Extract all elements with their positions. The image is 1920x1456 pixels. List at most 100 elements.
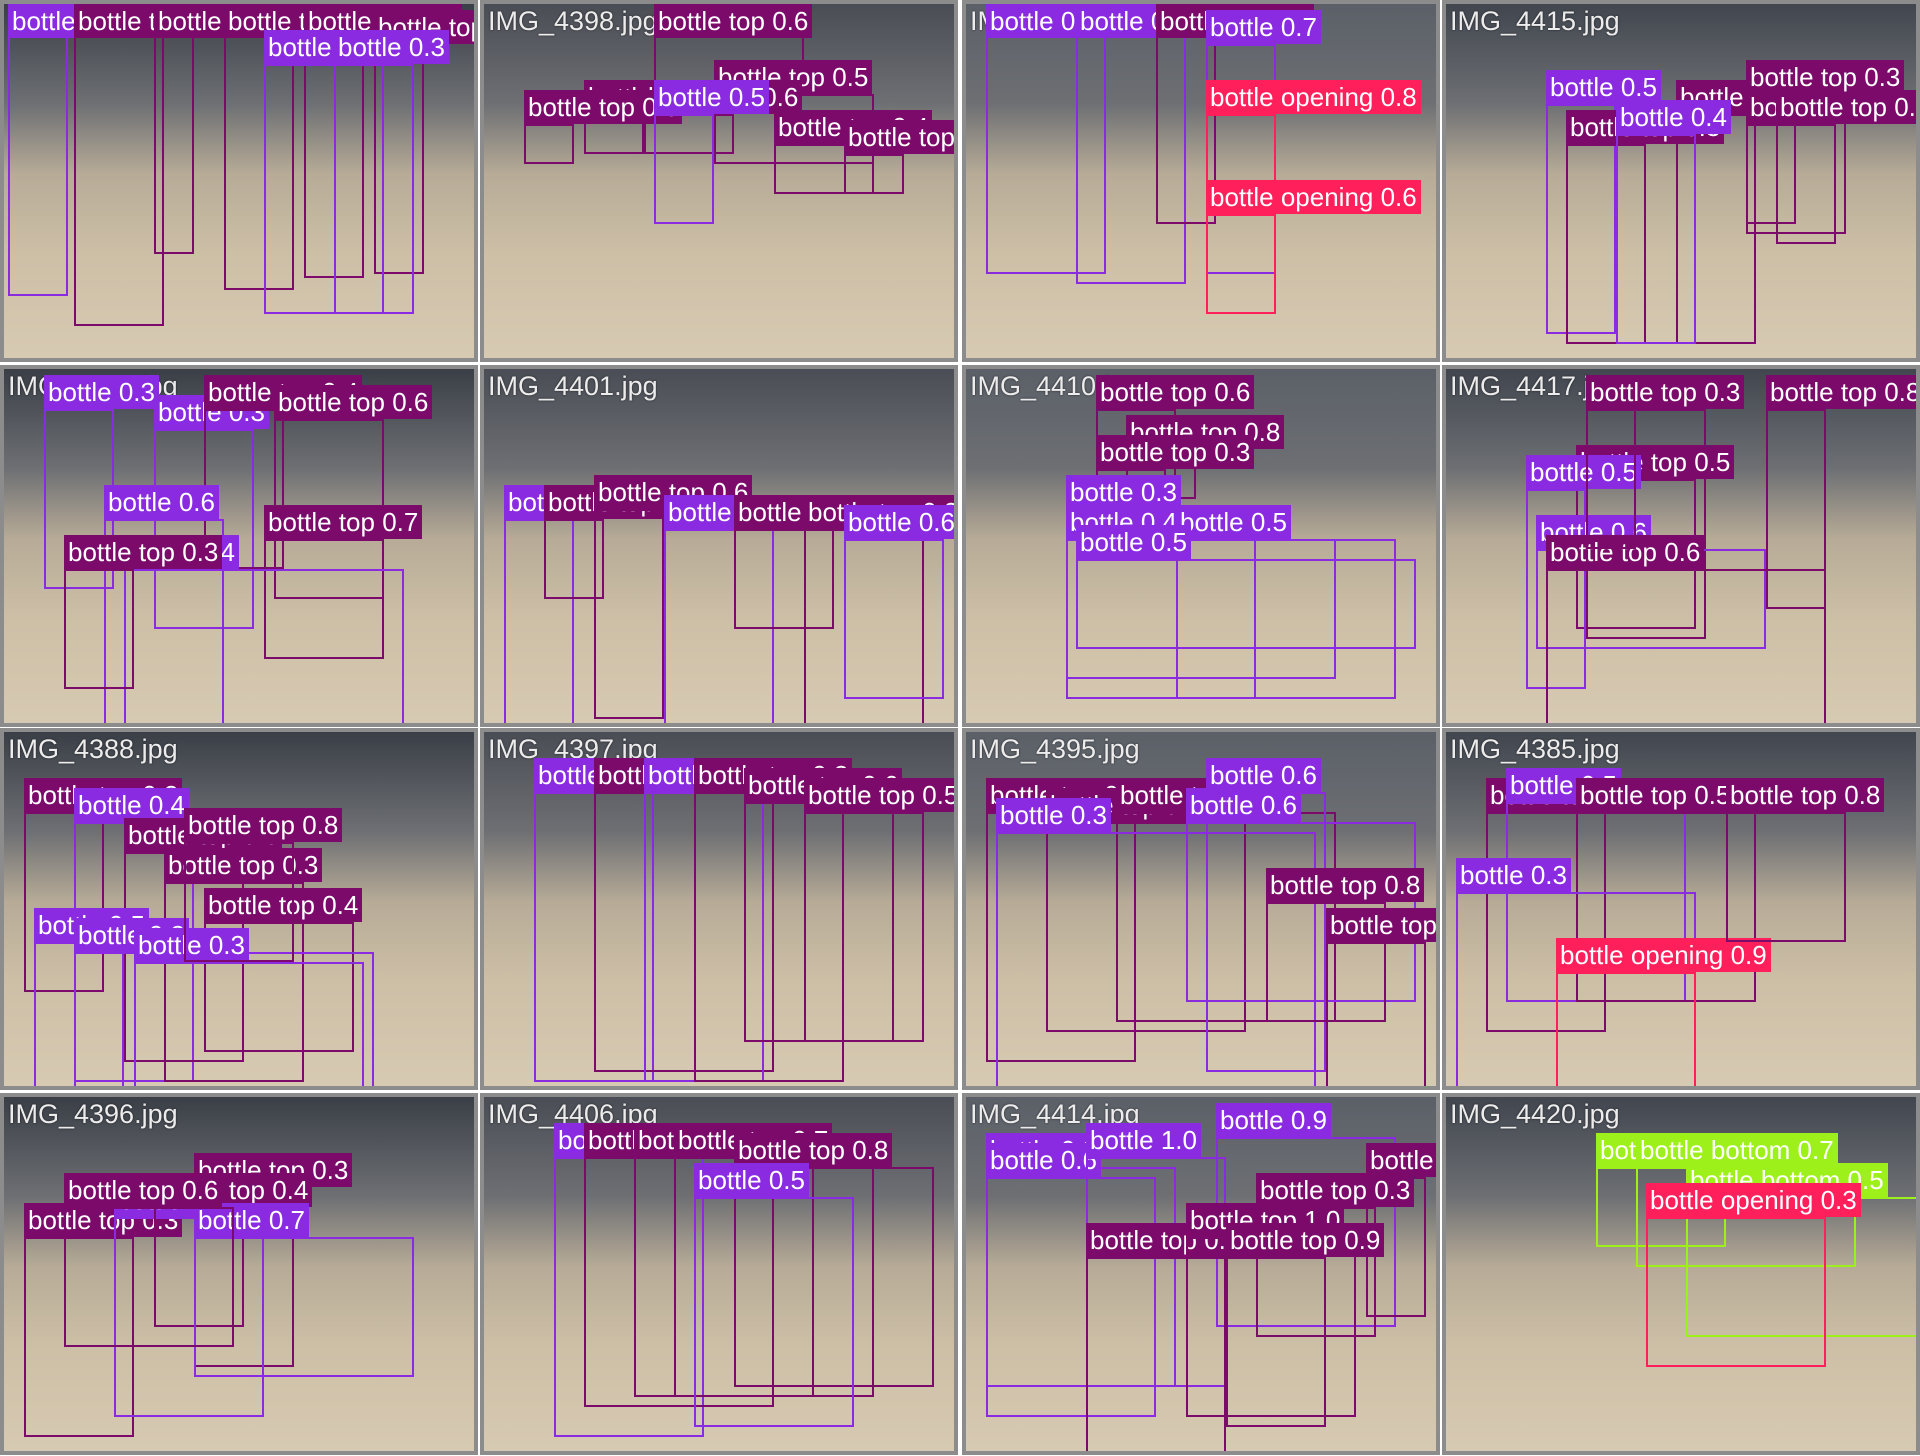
bottle-box xyxy=(1076,559,1416,649)
bottle-label: bottle 0.6 xyxy=(104,485,219,519)
bottle-opening-label: bottle opening 0.3 xyxy=(1646,1183,1861,1217)
bottle-top-label: bottle top 0.9 xyxy=(1226,1223,1385,1257)
bottle-label: bottle 0.6 xyxy=(1206,758,1321,792)
bottle-top-label: bottle top 0.3 xyxy=(1096,435,1255,469)
image-filename: IMG_4396.jpg xyxy=(8,1099,178,1129)
tile-img-4398: IMG_4398.jpg bottle top 0.6 bottle top 0.5… xyxy=(480,0,958,362)
bottle-label: bottle 0.3 xyxy=(996,798,1111,832)
bottle-label: bottle 0.7 xyxy=(194,1203,309,1237)
bottle-top-label: bottle top 0.8 xyxy=(184,808,343,842)
bottle-top-box xyxy=(1566,144,1646,344)
bottle-top-box xyxy=(524,124,574,164)
bottle-label: bottle 0.3 xyxy=(1066,475,1181,509)
bottle-top-label: bottle top 0.4 xyxy=(204,888,363,922)
bottle-label: bottle 0.4 xyxy=(1616,100,1731,134)
bottle-top-label: bottle top 0.5 xyxy=(1576,778,1735,812)
bottle-top-box xyxy=(594,509,664,719)
bottle-box xyxy=(124,569,404,723)
bottle-top-box xyxy=(734,1167,934,1387)
bottle-box xyxy=(1616,134,1696,344)
bottle-top-box xyxy=(264,539,384,659)
bottle-top-box xyxy=(24,1237,134,1437)
tile-img-4410: IMG_4410.jpg bottle top 0.6 bottle top 0.8… xyxy=(962,365,1440,727)
bottle-box xyxy=(986,1177,1156,1417)
bottle-top-box xyxy=(1326,942,1426,1086)
bottle-top-box xyxy=(1546,569,1826,723)
image-filename: IMG_4415.jpg xyxy=(1450,6,1620,36)
bottle-top-box xyxy=(64,569,134,689)
bottle-top-label: bottle top 0.8 xyxy=(1326,908,1436,942)
image-filename: IMG_4395.jpg xyxy=(970,734,1140,764)
bottle-box xyxy=(334,64,414,314)
bottle-opening-box xyxy=(1556,972,1696,1086)
bottle-box xyxy=(104,519,224,723)
bottle-top-label: bottle top 0.3 xyxy=(1586,375,1745,409)
bottle-top-box xyxy=(1726,812,1846,942)
bottle-top-box xyxy=(1486,812,1606,1032)
bottle-opening-label: bottle opening 0.6 xyxy=(1206,180,1421,214)
bottle-box xyxy=(264,64,384,314)
bottle-top-label: bottle top 0.9 xyxy=(1366,1143,1436,1177)
bottle-top-label: bottle top 0.6 xyxy=(64,1173,223,1207)
bottle-label: bottle 0.3 xyxy=(334,30,449,64)
bottle-box xyxy=(1176,539,1396,699)
bottle-top-box xyxy=(74,26,164,326)
image-filename: IMG_4385.jpg xyxy=(1450,734,1620,764)
bottle-top-box xyxy=(1766,409,1826,609)
bottle-top-label: bottle top 0.8 xyxy=(1766,375,1916,409)
bottle-top-label: bottle top 0.7 xyxy=(264,505,423,539)
bottle-label: bottle 0.4 xyxy=(74,788,189,822)
bottle-top-box xyxy=(1746,94,1846,234)
bottle-box xyxy=(1546,104,1616,334)
bottle-label: bottle 0.6 xyxy=(1186,788,1301,822)
image-filename: IMG_4420.jpg xyxy=(1450,1099,1620,1129)
bottle-top-box xyxy=(1086,1257,1226,1451)
bottle-opening-label: bottle opening 0.8 xyxy=(1206,80,1421,114)
bottle-box xyxy=(114,1217,264,1417)
bottle-top-box xyxy=(1586,409,1636,549)
tile-img-4396: IMG_4396.jpg bottle top 0.3 bottle top 0.3… xyxy=(0,1093,478,1455)
bottle-top-box xyxy=(64,1207,234,1347)
bottle-top-label: bottle top 0.3 xyxy=(64,535,223,569)
bottle-opening-label: bottle opening 0.9 xyxy=(1556,938,1771,972)
bottle-box xyxy=(844,539,944,699)
bottle-top-label: bottle top 0.6 xyxy=(274,385,433,419)
bottle-label: bottle 0.5 xyxy=(1526,455,1641,489)
bottle-top-box xyxy=(774,144,874,194)
bottle-top-box xyxy=(544,519,604,599)
bottle-top-box xyxy=(804,812,924,1042)
bottle-box xyxy=(694,1197,854,1427)
bottle-top-box xyxy=(164,882,304,1082)
bottle-box xyxy=(134,962,364,1086)
bottle-top-box xyxy=(844,154,904,194)
bottle-label: bottle 0.6 xyxy=(986,1143,1101,1177)
bottle-box xyxy=(504,519,574,723)
image-filename: IMG_4401.jpg xyxy=(488,371,658,401)
bottle-bottom-label: bottle bottom 0.7 xyxy=(1636,1133,1838,1167)
image-filename: IMG_4398.jpg xyxy=(488,6,658,36)
bottle-top-label: bottle top 0.5 xyxy=(804,778,954,812)
bottle-box xyxy=(8,24,68,296)
bottle-top-label: bottle top 0.6 xyxy=(1096,375,1255,409)
bottle-top-box xyxy=(1576,812,1756,1002)
bottle-label: bottle 0.3 xyxy=(1456,858,1571,892)
bottle-label: bottle 0.3 xyxy=(134,928,249,962)
bottle-opening-box xyxy=(1206,214,1276,314)
bottle-label: bottle 0.5 xyxy=(1546,70,1661,104)
bottle-top-box xyxy=(24,812,104,992)
bottle-label: bottle 0.5 xyxy=(694,1163,809,1197)
image-filename: IMG_4388.jpg xyxy=(8,734,178,764)
bottle-label: bottle 1.0 xyxy=(1086,1123,1201,1157)
bottle-top-label: bottle top 0.8 xyxy=(1726,778,1885,812)
bottle-label: bottle 0.9 xyxy=(1216,1103,1331,1137)
bottle-top-label: bottle top 0.3 xyxy=(1746,60,1905,94)
